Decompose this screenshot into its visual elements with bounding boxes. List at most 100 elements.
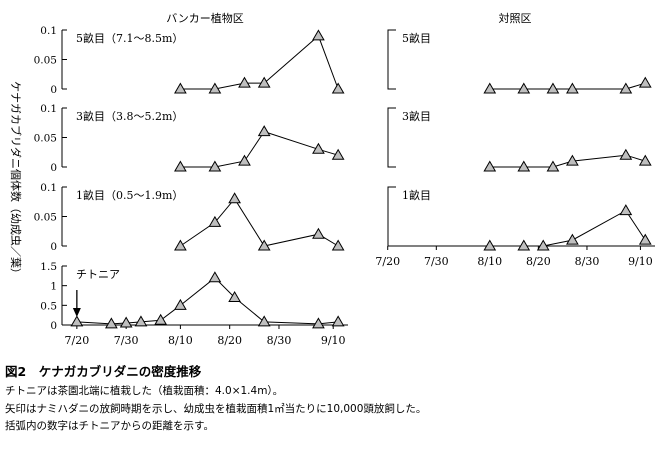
data-point — [312, 227, 325, 239]
data-point — [517, 160, 531, 172]
data-point — [517, 82, 531, 94]
data-point — [174, 82, 187, 94]
data-point — [546, 82, 560, 94]
y-tick-label: 0 — [50, 162, 57, 174]
data-point — [257, 76, 271, 88]
data-point — [638, 233, 652, 245]
data-point — [154, 313, 168, 325]
data-point — [228, 192, 241, 204]
chart-panel-7: 7/20 7/30 8/10 8/20 8/30 9/10 1畝目 — [375, 186, 655, 268]
panel-label: 3畝目（3.8～5.2m） — [76, 110, 183, 123]
y-axis-label: ケナガカブリダニ個体数（幼成虫／葉） — [9, 81, 23, 279]
series-line — [180, 35, 339, 90]
y-tick-label: 0 — [50, 241, 57, 253]
x-tick-label: 7/30 — [424, 255, 449, 268]
data-point — [331, 82, 345, 94]
series-line — [489, 82, 646, 90]
y-tick-label: 0.5 — [40, 300, 57, 312]
y-tick-label: 0.1 — [40, 103, 57, 115]
data-point — [105, 317, 118, 329]
y-tick-label: 0.05 — [34, 212, 57, 224]
data-point — [536, 239, 550, 251]
panel-bracket — [387, 186, 396, 247]
chart-panels: バンカー植物区 0 0.05 0.1 5畝目（7.1～8.5m） 0 0.05 0.1 3畝目（… — [34, 11, 655, 347]
y-tick-label: 1.5 — [40, 261, 57, 273]
chart-panel-6: 3畝目 — [387, 107, 652, 172]
x-tick-label: 8/20 — [526, 255, 551, 268]
data-point — [619, 82, 633, 94]
x-tick-label: 8/20 — [217, 334, 242, 347]
data-point — [312, 29, 325, 41]
figure-caption-title: 図2 ケナガカブリダニの密度推移 — [5, 364, 202, 379]
data-point — [483, 82, 497, 94]
data-point — [174, 160, 187, 172]
data-point — [174, 239, 187, 251]
data-point — [238, 76, 251, 88]
data-point — [483, 239, 497, 251]
data-point — [483, 160, 497, 172]
figure-caption-line-2: 矢印はナミハダニの放飼時期を示し、幼成虫を植栽面積1㎡当たりに10,000頭放飼… — [5, 403, 427, 415]
panel-bracket — [387, 107, 396, 168]
data-point — [638, 154, 652, 166]
chart-panel-5: 対照区 5畝目 — [387, 11, 652, 94]
y-tick-label: 0.05 — [34, 133, 57, 145]
data-point — [70, 315, 84, 327]
x-tick-label: 8/10 — [477, 255, 502, 268]
chart-panel-3: 0 0.05 0.1 1畝目（0.5～1.9m） — [34, 182, 345, 253]
data-point — [638, 76, 652, 88]
y-tick-label: 1 — [50, 281, 57, 293]
panel-group-title: 対照区 — [499, 11, 532, 25]
x-tick-label: 9/10 — [321, 334, 346, 347]
x-tick-label: 7/20 — [65, 334, 90, 347]
data-point — [119, 316, 133, 328]
figure-caption-line-3: 括弧内の数字はチトニアからの距離を示す。 — [5, 420, 214, 432]
data-point — [517, 239, 531, 251]
panel-bracket — [387, 29, 396, 90]
panel-label: チトニア — [76, 268, 120, 281]
data-point — [174, 298, 187, 310]
data-point — [566, 154, 579, 166]
data-point — [566, 233, 579, 245]
data-point — [546, 160, 560, 172]
data-point — [208, 215, 222, 227]
y-tick-label: 0 — [50, 320, 57, 332]
data-point — [566, 82, 579, 94]
data-point — [331, 239, 345, 251]
x-tick-label: 8/30 — [267, 334, 292, 347]
chart-panel-2: 0 0.05 0.1 3畝目（3.8～5.2m） — [34, 103, 345, 174]
series-line — [489, 209, 646, 247]
data-point — [228, 290, 241, 302]
data-point — [312, 142, 325, 154]
data-point — [619, 148, 633, 160]
data-point — [257, 125, 271, 137]
y-tick-label: 0 — [50, 84, 57, 96]
x-tick-label: 8/30 — [575, 255, 600, 268]
y-tick-label: 0.05 — [34, 55, 57, 67]
x-tick-label: 7/30 — [114, 334, 139, 347]
x-tick-label: 9/10 — [628, 255, 653, 268]
data-point — [619, 204, 633, 216]
panel-label: 1畝目 — [402, 189, 431, 202]
data-point — [208, 271, 222, 283]
data-point — [208, 160, 222, 172]
figure-caption-line-1: チトニアは茶園北端に植栽した（植栽面積：4.0×1.4m）。 — [5, 385, 284, 397]
data-point — [331, 315, 345, 327]
x-tick-label: 7/20 — [375, 255, 400, 268]
panel-group-title: バンカー植物区 — [166, 11, 244, 25]
data-point — [257, 315, 271, 327]
panel-label: 5畝目 — [402, 32, 431, 45]
series-line — [180, 197, 339, 247]
panel-label: 5畝目（7.1～8.5m） — [76, 32, 183, 45]
series-line — [180, 131, 339, 168]
panel-label: 1畝目（0.5～1.9m） — [76, 189, 183, 202]
panel-label: 3畝目 — [402, 110, 431, 123]
y-tick-label: 0.1 — [40, 182, 57, 194]
data-point — [238, 154, 251, 166]
data-point — [208, 82, 222, 94]
chart-panel-4: 0 0.5 1 1.5 7/20 7/30 8/10 8/20 8/30 9/10 チトニア — [40, 261, 348, 347]
chart-panel-1: バンカー植物区 0 0.05 0.1 5畝目（7.1～8.5m） — [34, 11, 345, 96]
series-line — [76, 277, 339, 325]
data-point — [331, 148, 345, 160]
data-point — [257, 239, 271, 251]
